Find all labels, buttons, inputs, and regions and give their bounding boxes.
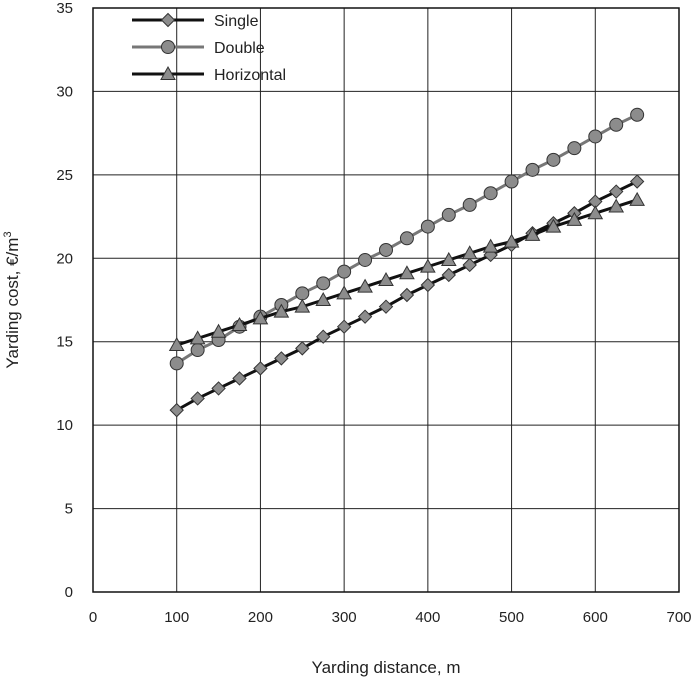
circle-marker	[462, 197, 477, 212]
y-tick-label: 35	[56, 0, 73, 17]
diamond-marker	[169, 402, 184, 418]
legend-diamond-marker	[160, 12, 176, 28]
series-horizontal	[168, 191, 645, 352]
triangle-marker	[566, 211, 583, 226]
diamond-marker	[274, 351, 289, 366]
y-tick-label: 5	[65, 501, 73, 518]
circle-marker	[358, 252, 373, 267]
diamond-marker	[190, 391, 205, 406]
triangle-marker	[461, 245, 478, 260]
triangle-marker	[168, 337, 185, 352]
circle-marker	[399, 231, 414, 246]
y-tick-label: 15	[56, 334, 73, 351]
y-tick-label: 10	[56, 417, 73, 434]
triangle-marker	[629, 191, 645, 206]
diamond-marker	[420, 277, 436, 293]
circle-marker	[441, 207, 456, 222]
diamond-marker	[336, 319, 352, 334]
x-tick-label: 0	[89, 609, 97, 626]
legend-item-double: Double	[132, 40, 265, 57]
y-axis-title-superscript: 3	[2, 231, 14, 237]
series-layer	[168, 107, 645, 418]
diamond-marker	[441, 267, 456, 283]
diamond-marker	[629, 174, 645, 189]
y-axis-title-main: Yarding cost, €/m	[3, 238, 22, 369]
diamond-marker	[357, 309, 373, 324]
y-tick-label: 30	[56, 83, 73, 100]
triangle-marker	[252, 310, 269, 325]
x-tick-label: 100	[164, 609, 189, 626]
circle-marker	[169, 356, 184, 371]
diamond-marker	[462, 257, 477, 273]
x-tick-label: 500	[499, 609, 524, 626]
triangle-marker	[420, 258, 436, 273]
y-tick-label: 20	[56, 250, 73, 267]
legend: Single Double Horizontal	[132, 12, 286, 84]
diamond-marker	[211, 381, 226, 396]
legend-item-horizontal: Horizontal	[132, 65, 286, 84]
triangle-marker	[608, 198, 625, 213]
circle-marker	[316, 276, 331, 291]
x-axis-title: Yarding distance, m	[312, 658, 461, 677]
triangle-marker	[357, 278, 373, 293]
x-tick-label: 600	[583, 609, 608, 626]
x-tick-label: 200	[248, 609, 273, 626]
circle-marker	[546, 152, 561, 167]
circle-marker	[504, 174, 519, 189]
plot-frame	[92, 7, 680, 593]
triangle-marker	[336, 285, 352, 300]
y-axis-title: Yarding cost, €/m3	[2, 231, 22, 368]
triangle-marker	[294, 298, 311, 313]
triangle-marker	[231, 317, 248, 332]
circle-marker	[379, 242, 393, 257]
x-tick-label: 400	[415, 609, 440, 626]
diamond-marker	[378, 299, 394, 314]
triangle-marker	[524, 226, 541, 241]
legend-label: Double	[214, 40, 265, 57]
triangle-marker	[315, 291, 332, 306]
triangle-marker	[482, 238, 499, 253]
circle-marker	[609, 117, 624, 132]
diamond-marker	[253, 361, 268, 376]
triangle-marker	[378, 271, 394, 286]
triangle-marker	[440, 251, 457, 266]
triangle-marker	[545, 218, 562, 233]
circle-marker	[337, 264, 352, 279]
circle-marker	[567, 141, 582, 156]
diamond-marker	[609, 184, 624, 199]
legend-circle-marker	[161, 40, 175, 54]
triangle-marker	[399, 265, 415, 280]
tick-labels: 0 100 200 300 400 500 600 700 0 5 10 15 20 25 30 35	[56, 0, 691, 626]
legend-item-single: Single	[132, 12, 259, 30]
x-tick-label: 300	[332, 609, 357, 626]
diamond-marker	[316, 329, 331, 344]
legend-label: Single	[214, 13, 259, 30]
triangle-marker	[273, 303, 290, 318]
circle-marker	[630, 107, 645, 122]
diamond-marker	[399, 287, 415, 303]
circle-marker	[420, 219, 435, 234]
circle-marker	[588, 129, 603, 144]
diamond-marker	[295, 341, 310, 356]
y-tick-label: 25	[56, 167, 73, 184]
diamond-marker	[232, 371, 247, 386]
triangle-marker	[503, 233, 520, 248]
circle-marker	[190, 343, 205, 358]
triangle-marker	[189, 330, 206, 345]
triangle-marker	[587, 205, 604, 220]
circle-marker	[483, 186, 498, 201]
x-tick-label: 700	[666, 609, 691, 626]
circle-marker	[295, 286, 310, 301]
y-tick-label: 0	[65, 584, 73, 601]
triangle-marker	[210, 323, 227, 338]
legend-triangle-marker	[160, 65, 176, 80]
circle-marker	[525, 162, 540, 177]
legend-label: Horizontal	[214, 67, 286, 84]
series-single	[169, 174, 645, 418]
